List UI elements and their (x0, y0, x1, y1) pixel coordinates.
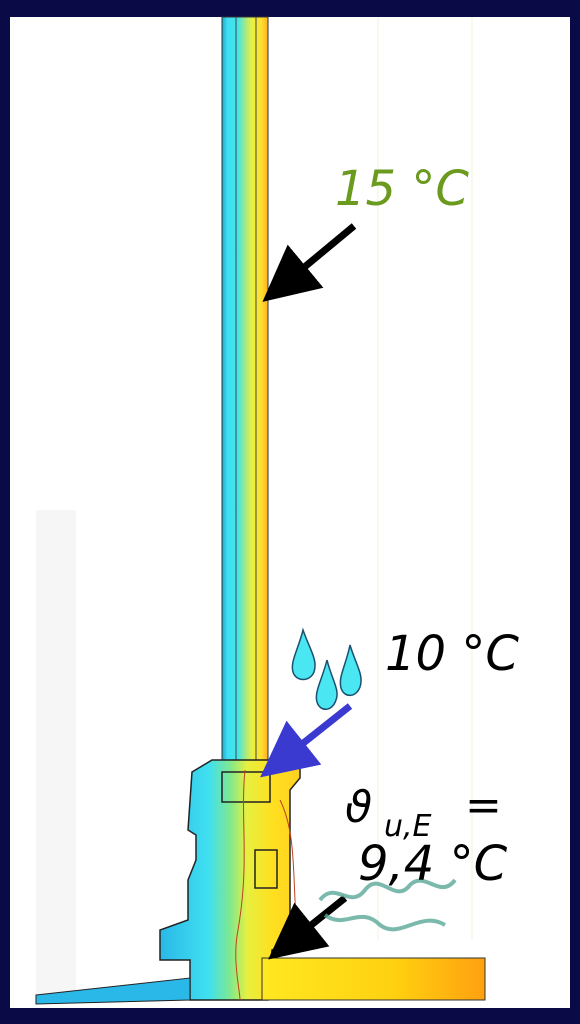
formula-value: 9,4 °C (358, 836, 508, 892)
temperature-label: 10 °C (385, 626, 519, 682)
background-shade (36, 510, 76, 1000)
thermal-diagram: 15 °C 10 °C ϑ u,E = 9,4 °C (0, 0, 580, 1024)
glass-pane (222, 17, 268, 787)
temperature-label: 15 °C (335, 161, 469, 217)
formula-equals: = (465, 780, 502, 831)
formula-symbol: ϑ (345, 782, 372, 833)
page: 15 °C 10 °C ϑ u,E = 9,4 °C (() => { cons… (0, 0, 580, 1024)
window-sill (262, 958, 485, 1000)
